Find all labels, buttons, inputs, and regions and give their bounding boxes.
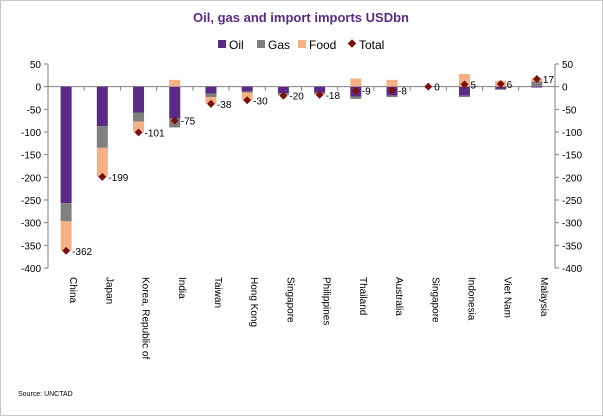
total-marker bbox=[170, 116, 179, 125]
legend-label-gas: Gas bbox=[268, 38, 290, 52]
y-tick-label-right: -300 bbox=[562, 219, 582, 230]
bar-gas bbox=[96, 126, 108, 148]
bar-gas bbox=[205, 93, 217, 98]
total-data-label: 17 bbox=[543, 75, 555, 86]
bar-food bbox=[96, 147, 108, 177]
y-tick-label-right: 0 bbox=[562, 83, 568, 94]
bar-food bbox=[277, 86, 289, 87]
total-data-label: -18 bbox=[326, 91, 341, 102]
x-category-label: Hong Kong bbox=[248, 277, 259, 327]
y-tick-label-right: -350 bbox=[562, 241, 582, 252]
y-tick-label-left: -200 bbox=[21, 173, 41, 184]
x-category-label: Philippines bbox=[321, 277, 332, 325]
total-data-label: 5 bbox=[470, 80, 476, 91]
legend-label-total: Total bbox=[359, 38, 384, 52]
x-category-label: Korea, Republic of bbox=[140, 277, 151, 359]
total-data-label: -199 bbox=[108, 173, 128, 184]
bar-food bbox=[386, 79, 398, 87]
bar-oil bbox=[96, 86, 108, 127]
x-category-label: Singapore bbox=[429, 277, 440, 323]
x-category-label: Japan bbox=[103, 277, 114, 304]
bar-gas bbox=[133, 112, 145, 122]
total-data-label: -75 bbox=[181, 117, 196, 128]
bar-food bbox=[458, 73, 470, 87]
total-data-label: 6 bbox=[507, 80, 513, 91]
total-data-label: -8 bbox=[398, 86, 407, 97]
total-data-label: 0 bbox=[434, 83, 440, 94]
bar-gas bbox=[60, 203, 72, 222]
y-tick-label-left: -300 bbox=[21, 219, 41, 230]
bar-gas bbox=[350, 96, 362, 99]
bar-oil bbox=[241, 86, 253, 92]
legend-label-oil: Oil bbox=[229, 38, 244, 52]
y-tick-label-right: -400 bbox=[562, 264, 582, 275]
bar-oil bbox=[133, 86, 145, 113]
total-marker bbox=[424, 82, 433, 91]
bar-food bbox=[133, 121, 145, 133]
x-category-label: India bbox=[176, 277, 187, 299]
bar-oil bbox=[205, 86, 217, 94]
legend: Oil Gas Food Total bbox=[218, 38, 384, 52]
y-tick-label-right: -250 bbox=[562, 196, 582, 207]
y-tick-label-right: -100 bbox=[562, 128, 582, 139]
legend-swatch-oil bbox=[218, 40, 226, 48]
y-tick-label-left: -250 bbox=[21, 196, 41, 207]
total-data-label: -20 bbox=[289, 92, 304, 103]
y-tick-label-left: -150 bbox=[21, 151, 41, 162]
y-tick-label-right: 50 bbox=[562, 60, 574, 71]
x-category-label: Singapore bbox=[284, 277, 295, 323]
source-note: Source: UNCTAD bbox=[18, 391, 73, 398]
total-data-label: -362 bbox=[72, 247, 92, 258]
y-tick-label-right: -50 bbox=[562, 105, 577, 116]
legend-swatch-gas bbox=[257, 40, 265, 48]
bar-oil bbox=[531, 86, 543, 88]
x-category-label: Indonesia bbox=[465, 277, 476, 321]
x-category-label: Malaysia bbox=[538, 277, 549, 317]
chart-title: Oil, gas and import imports USDbn bbox=[193, 10, 409, 25]
bar-gas bbox=[531, 81, 543, 87]
y-tick-label-left: -50 bbox=[27, 105, 42, 116]
plot-area: 50 500 0-50 -50-100 -100-150 -150-200 -200-250… bbox=[21, 60, 582, 359]
total-data-label: -30 bbox=[253, 96, 268, 107]
bar-oil bbox=[169, 86, 181, 119]
bar-oil bbox=[60, 86, 72, 204]
bar-gas bbox=[495, 88, 507, 90]
bar-gas bbox=[241, 91, 253, 93]
bar-food bbox=[60, 221, 72, 251]
y-tick-label-right: -150 bbox=[562, 151, 582, 162]
bar-gas bbox=[458, 95, 470, 98]
y-tick-label-left: 50 bbox=[30, 60, 42, 71]
bar-gas bbox=[386, 95, 398, 98]
y-tick-label-left: -400 bbox=[21, 264, 41, 275]
y-tick-label-left: -100 bbox=[21, 128, 41, 139]
x-category-label: Thailand bbox=[357, 277, 368, 315]
bar-food bbox=[169, 79, 181, 87]
x-category-label: Taiwan bbox=[212, 277, 223, 308]
x-category-label: Australia bbox=[393, 277, 404, 316]
total-marker bbox=[207, 99, 215, 108]
total-data-label: -9 bbox=[362, 87, 371, 98]
bar-oil bbox=[277, 86, 289, 94]
bar-oil bbox=[314, 86, 326, 93]
y-tick-label-left: 0 bbox=[35, 83, 41, 94]
legend-label-food: Food bbox=[309, 38, 336, 52]
legend-swatch-food bbox=[298, 40, 306, 48]
total-marker bbox=[134, 128, 143, 137]
total-marker bbox=[532, 75, 541, 83]
total-data-label: -38 bbox=[217, 100, 232, 111]
y-tick-label-right: -200 bbox=[562, 173, 582, 184]
bar-oil bbox=[458, 86, 470, 96]
legend-marker-total bbox=[347, 39, 357, 48]
x-category-label: Viet Nam bbox=[502, 277, 513, 318]
bar-food bbox=[350, 78, 362, 87]
y-tick-label-left: -350 bbox=[21, 241, 41, 252]
total-data-label: -101 bbox=[145, 128, 165, 139]
x-category-label: China bbox=[67, 277, 78, 304]
